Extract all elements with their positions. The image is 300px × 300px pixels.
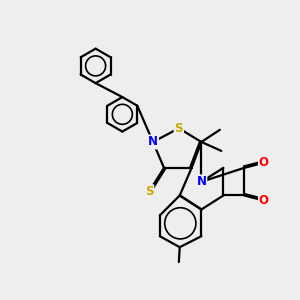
Text: O: O [259,194,269,207]
Text: N: N [196,175,206,188]
Text: N: N [148,136,158,148]
Text: S: S [145,185,153,198]
Text: S: S [175,122,183,135]
Text: O: O [259,156,269,169]
